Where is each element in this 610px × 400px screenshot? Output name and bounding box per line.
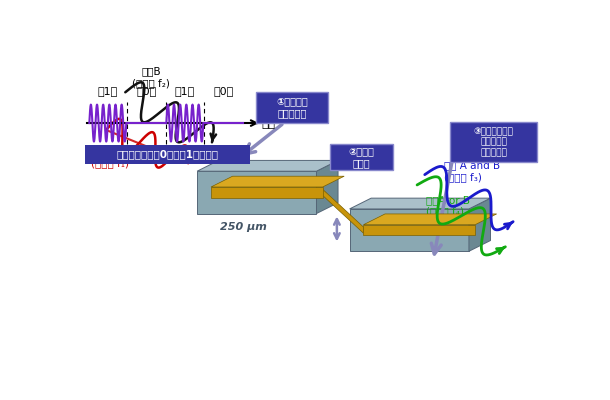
- Text: 「1」: 「1」: [174, 86, 195, 96]
- FancyBboxPatch shape: [85, 145, 250, 164]
- Text: 振動の有無で「0」、「1」を表現: 振動の有無で「0」、「1」を表現: [117, 149, 219, 159]
- Text: 出劜A or B
(周波数 f₄): 出劜A or B (周波数 f₄): [426, 195, 470, 217]
- Polygon shape: [364, 225, 475, 236]
- Polygon shape: [197, 160, 338, 171]
- Text: 入劜B
(周波数 f₂): 入劜B (周波数 f₂): [132, 66, 170, 88]
- Polygon shape: [211, 176, 344, 187]
- Polygon shape: [364, 214, 497, 225]
- Polygon shape: [323, 189, 364, 233]
- Text: 入劜A
(周波数 f₁): 入劜A (周波数 f₁): [91, 146, 129, 168]
- Text: 時間: 時間: [262, 117, 276, 130]
- Polygon shape: [197, 171, 317, 214]
- Polygon shape: [469, 198, 490, 251]
- Text: 250 μm: 250 μm: [220, 222, 267, 232]
- Polygon shape: [350, 209, 469, 251]
- Polygon shape: [211, 187, 323, 198]
- FancyBboxPatch shape: [329, 144, 393, 170]
- Polygon shape: [350, 198, 490, 209]
- Text: ③異なる周波数
の電気信号
として出劜: ③異なる周波数 の電気信号 として出劜: [473, 127, 514, 157]
- Text: 「0」: 「0」: [136, 86, 156, 96]
- Text: ②板ばね
が振動: ②板ばね が振動: [348, 146, 374, 168]
- Text: ①電気信号
として入劜: ①電気信号 として入劜: [276, 96, 307, 118]
- FancyBboxPatch shape: [450, 122, 537, 162]
- Polygon shape: [317, 160, 338, 214]
- FancyBboxPatch shape: [256, 92, 328, 123]
- Text: 「0」: 「0」: [213, 86, 234, 96]
- Text: 「1」: 「1」: [98, 86, 118, 96]
- Text: 出劜 A and B
(周波数 f₃): 出劜 A and B (周波数 f₃): [443, 160, 500, 182]
